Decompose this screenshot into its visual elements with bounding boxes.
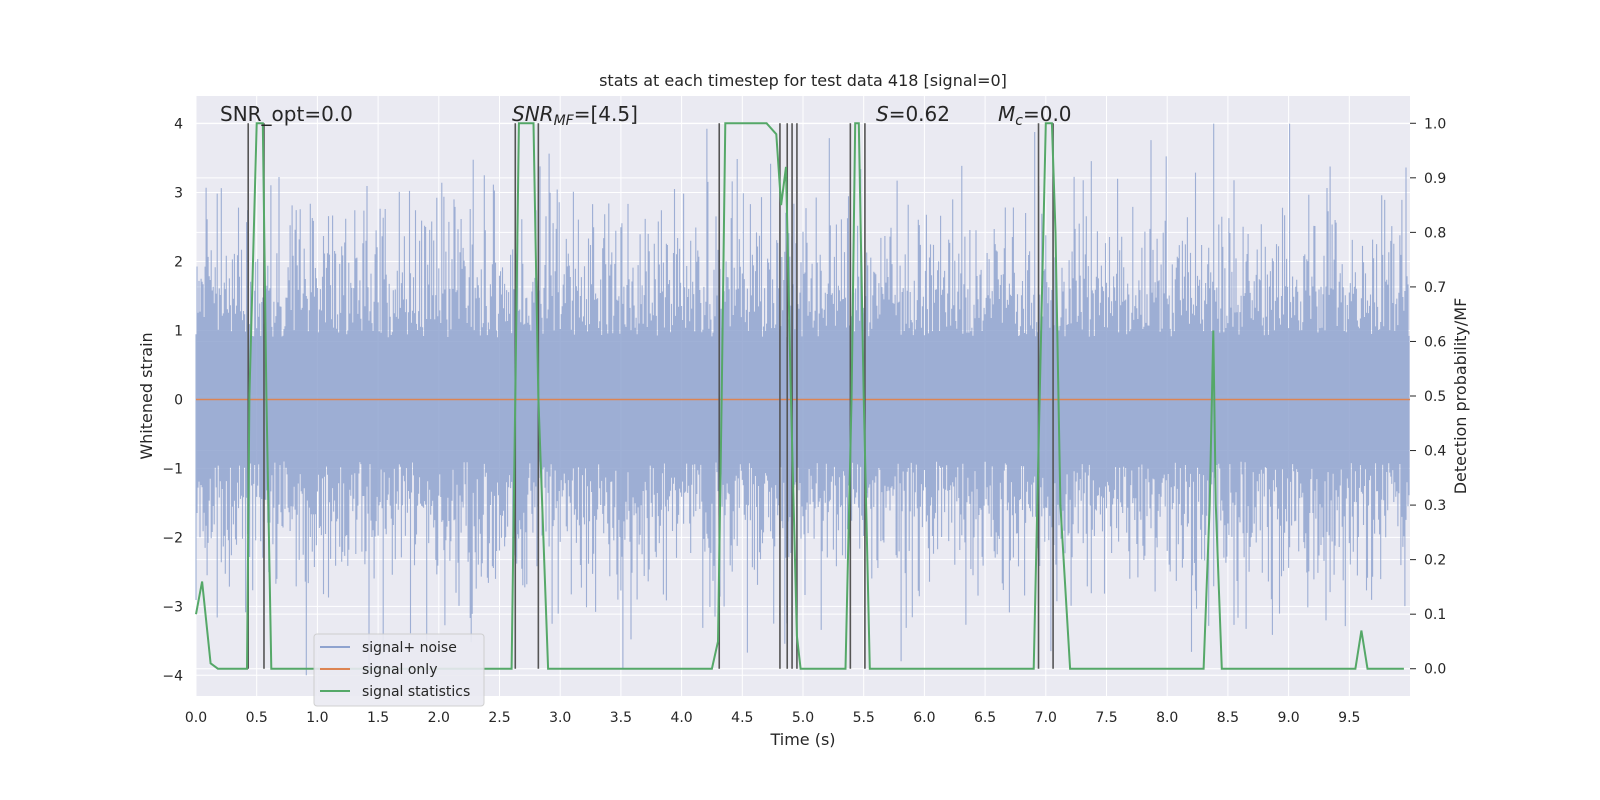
legend-label-signal-statistics: signal statistics xyxy=(362,684,470,700)
legend-box xyxy=(313,633,485,707)
annotation-s-stat: S=0.62 xyxy=(876,102,950,126)
x-tick-label: 7.5 xyxy=(1095,710,1117,726)
y-tick-label: 1 xyxy=(174,323,183,339)
x-tick-label: 8.5 xyxy=(1217,710,1239,726)
annotation-snr-mf-base: SNR xyxy=(512,102,554,126)
x-axis-label: Time (s) xyxy=(769,730,835,749)
y-axis-right-label: Detection probability/MF xyxy=(1451,298,1470,495)
y-tick-label: 2 xyxy=(174,255,183,271)
x-tick-label: 6.0 xyxy=(913,710,935,726)
x-tick-label: 8.0 xyxy=(1156,710,1178,726)
annotation-mc: Mc=0.0 xyxy=(998,102,1072,129)
x-tick-label: 9.5 xyxy=(1338,710,1360,726)
x-tick-label: 5.0 xyxy=(792,710,814,726)
y-tick-label: 0 xyxy=(174,392,183,408)
y-tick-label: −4 xyxy=(162,668,183,684)
y-tick-label: −2 xyxy=(162,530,183,546)
series-signal-statistics xyxy=(195,122,1404,670)
x-tick-label: 4.0 xyxy=(670,710,692,726)
annotation-snr-mf-rest: =[4.5] xyxy=(574,102,638,126)
x-tick-label: 3.5 xyxy=(610,710,632,726)
y-tick-label: 3 xyxy=(174,186,183,202)
y-right-tick-label: 0.7 xyxy=(1424,280,1446,296)
x-tick-label: 2.5 xyxy=(488,710,510,726)
y-tick-label: −3 xyxy=(162,599,183,615)
plot-area xyxy=(195,96,1410,696)
y-right-tick-label: 0.5 xyxy=(1424,389,1446,405)
annotation-snr-opt: SNR_opt=0.0 xyxy=(220,102,353,126)
series-signal-noise xyxy=(195,123,1410,676)
x-tick-label: 1.5 xyxy=(367,710,389,726)
x-tick-label: 1.0 xyxy=(306,710,328,726)
x-tick-label: 9.0 xyxy=(1277,710,1299,726)
x-tick-label: 6.5 xyxy=(974,710,996,726)
x-tick-label: 7.0 xyxy=(1035,710,1057,726)
x-tick-label: 3.0 xyxy=(549,710,571,726)
x-tick-label: 2.0 xyxy=(428,710,450,726)
y-right-tick-label: 0.1 xyxy=(1424,607,1446,623)
annotations: SNR_opt=0.0 SNRMF=[4.5] S=0.62 Mc=0.0 xyxy=(220,102,1072,129)
legend-label-signal-noise: signal+ noise xyxy=(362,640,457,656)
x-tick-label: 4.5 xyxy=(731,710,753,726)
y-axis-label: Whitened strain xyxy=(137,332,156,459)
y-tick-label: −1 xyxy=(162,461,183,477)
y-tick-label: 4 xyxy=(174,117,183,133)
legend-label-signal-only: signal only xyxy=(362,662,437,678)
y-axis-ticks: 4 3 2 1 0 −1 −2 −3 −4 xyxy=(162,117,183,685)
x-tick-label: 0.0 xyxy=(185,710,207,726)
y-right-tick-label: 0.9 xyxy=(1424,171,1446,187)
y-right-tick-label: 0.6 xyxy=(1424,334,1446,350)
x-tick-label: 5.5 xyxy=(853,710,875,726)
annotation-mc-sub: c xyxy=(1015,113,1023,129)
legend: signal+ noise signal only signal statist… xyxy=(313,633,485,707)
y-right-tick-label: 0.2 xyxy=(1424,553,1446,569)
chart-title: stats at each timestep for test data 418… xyxy=(599,71,1007,90)
x-tick-label: 0.5 xyxy=(246,710,268,726)
annotation-s-base: S xyxy=(876,102,889,126)
y-right-tick-label: 1.0 xyxy=(1424,116,1446,132)
annotation-mc-rest: =0.0 xyxy=(1023,102,1072,126)
y-right-tick-label: 0.0 xyxy=(1424,662,1446,678)
x-axis-ticks: 0.0 0.5 1.0 1.5 2.0 2.5 3.0 3.5 4.0 4.5 5.0 5.5 6.0 6… xyxy=(185,710,1361,726)
annotation-snr-mf-sub: MF xyxy=(554,113,575,129)
y-right-tick-label: 0.3 xyxy=(1424,498,1446,514)
y-axis-right-ticks: 1.0 0.9 0.8 0.7 0.6 0.5 0.4 0.3 0.2 0.1 0.0 xyxy=(1410,116,1446,678)
annotation-snr-mf: SNRMF=[4.5] xyxy=(512,102,638,129)
y-right-tick-label: 0.8 xyxy=(1424,225,1446,241)
noise-trace xyxy=(195,123,1410,676)
y-right-tick-label: 0.4 xyxy=(1424,444,1446,460)
annotation-mc-base: M xyxy=(998,102,1015,126)
annotation-s-rest: =0.62 xyxy=(889,102,950,126)
